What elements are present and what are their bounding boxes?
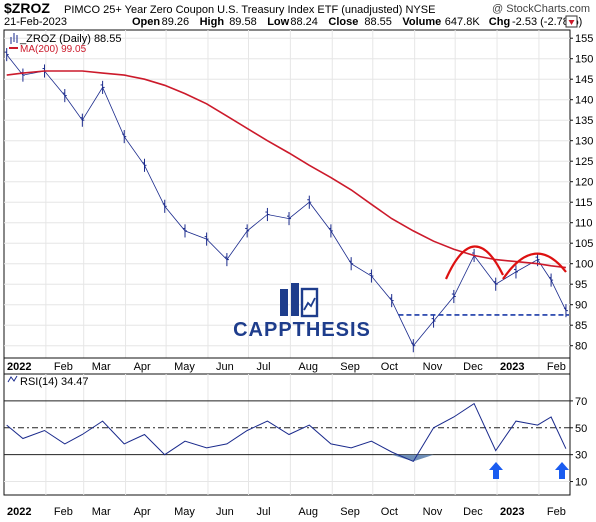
price-legend-label: _ZROZ (Daily) 88.55 bbox=[19, 33, 121, 45]
month-label: May bbox=[174, 361, 195, 373]
price-tick-label: 145 bbox=[575, 74, 593, 86]
rsi-tick-label: 30 bbox=[575, 450, 587, 462]
price-tick-label: 85 bbox=[575, 320, 587, 332]
month-label: Mar bbox=[92, 361, 111, 373]
rsi-panel-frame bbox=[3, 373, 571, 496]
ma-legend-label: MA(200) 99.05 bbox=[20, 44, 87, 55]
month-label: May bbox=[174, 506, 195, 518]
month-label: Apr bbox=[134, 506, 151, 518]
month-label: Feb bbox=[547, 361, 566, 373]
month-label: Jun bbox=[216, 361, 234, 373]
price-tick-label: 110 bbox=[575, 218, 593, 230]
month-axis-top: 2022 Feb Mar Apr May Jun Jul Aug Sep Oct Nov Dec 202… bbox=[3, 357, 571, 375]
quote-value: 89.58 bbox=[229, 16, 257, 28]
rsi-tick-label: 50 bbox=[575, 423, 587, 435]
month-label: Jul bbox=[257, 506, 271, 518]
ticker-symbol: $ZROZ bbox=[4, 0, 50, 16]
head-and-shoulders-annotation bbox=[444, 245, 567, 280]
price-tick-label: 150 bbox=[575, 54, 593, 66]
bar-chart-icon bbox=[10, 33, 18, 44]
month-label: Jun bbox=[216, 506, 234, 518]
price-tick-label: 125 bbox=[575, 156, 593, 168]
rsi-panel: 70 50 30 10 RSI(14) 34.47 bbox=[3, 373, 587, 496]
month-label: Sep bbox=[340, 361, 360, 373]
price-gridlines bbox=[4, 30, 570, 358]
price-tick-label: 105 bbox=[575, 238, 593, 250]
quote-label: Chg bbox=[489, 16, 510, 28]
month-label: Nov bbox=[423, 506, 443, 518]
rsi-line bbox=[6, 402, 567, 463]
cappthesis-logo: CAPPTHESIS bbox=[233, 283, 371, 341]
price-y-axis: 155 150 145 140 135 130 125 120 115 110 105 100 95 90… bbox=[570, 33, 593, 353]
price-panel: 155 150 145 140 135 130 125 120 115 110 105 100 95 90… bbox=[3, 29, 593, 359]
month-label: Oct bbox=[381, 361, 398, 373]
price-tick-label: 140 bbox=[575, 95, 593, 107]
rsi-tick-label: 10 bbox=[575, 477, 587, 489]
quote-label: Volume bbox=[402, 16, 441, 28]
chart-header: $ZROZ PIMCO 25+ Year Zero Coupon U.S. Tr… bbox=[4, 0, 590, 28]
rsi-legend-label: RSI(14) 34.47 bbox=[20, 376, 88, 388]
logo-text: CAPPTHESIS bbox=[233, 319, 371, 341]
quote-label: Close bbox=[328, 16, 358, 28]
price-tick-label: 95 bbox=[575, 279, 587, 291]
month-label: Aug bbox=[298, 361, 318, 373]
up-arrow-icon bbox=[489, 462, 569, 479]
month-label: Dec bbox=[463, 506, 483, 518]
quote-label: Low bbox=[267, 16, 289, 28]
price-tick-label: 155 bbox=[575, 33, 593, 45]
price-legend: _ZROZ (Daily) 88.55 MA(200) 99.05 bbox=[9, 33, 121, 55]
price-tick-label: 115 bbox=[575, 197, 593, 209]
right-hump-arc bbox=[502, 252, 567, 280]
month-label: 2023 bbox=[500, 361, 524, 373]
down-arrow-icon bbox=[565, 15, 578, 28]
quote-value: 88.24 bbox=[290, 16, 318, 28]
up-arrow-icon-1 bbox=[489, 462, 503, 479]
month-label: Mar bbox=[92, 506, 111, 518]
month-axis-bottom: 2022 Feb Mar Apr May Jun Jul Aug Sep Oct Nov Dec 202… bbox=[7, 506, 566, 518]
month-label: Sep bbox=[340, 506, 360, 518]
quote-value: 88.55 bbox=[364, 16, 392, 28]
rsi-gridlines bbox=[4, 374, 570, 495]
month-label: Feb bbox=[54, 506, 73, 518]
price-tick-label: 90 bbox=[575, 300, 587, 312]
month-label: Apr bbox=[134, 361, 151, 373]
quote-label: High bbox=[200, 16, 225, 28]
price-tick-label: 135 bbox=[575, 115, 593, 127]
month-label: Nov bbox=[423, 361, 443, 373]
month-label: Oct bbox=[381, 506, 398, 518]
price-tick-label: 130 bbox=[575, 136, 593, 148]
quote-label: Open bbox=[132, 16, 160, 28]
month-label: 2022 bbox=[7, 361, 31, 373]
rsi-tick-label: 70 bbox=[575, 396, 587, 408]
bar-chart-logo-icon bbox=[280, 283, 319, 318]
quote-value: -2.53 (-2.78%) bbox=[512, 16, 582, 28]
month-label: 2022 bbox=[7, 506, 31, 518]
month-label: Feb bbox=[547, 506, 566, 518]
month-label: Aug bbox=[298, 506, 318, 518]
stockcharts-watermark: @ StockCharts.com bbox=[492, 3, 590, 15]
quote-value: 89.26 bbox=[162, 16, 190, 28]
left-hump-arc bbox=[444, 245, 504, 280]
quote-date: 21-Feb-2023 bbox=[4, 16, 67, 28]
price-close-line bbox=[6, 54, 567, 347]
month-label: Feb bbox=[54, 361, 73, 373]
month-label: Dec bbox=[463, 361, 483, 373]
quote-value: 647.8K bbox=[445, 16, 481, 28]
month-label: 2023 bbox=[500, 506, 524, 518]
ticker-description: PIMCO 25+ Year Zero Coupon U.S. Treasury… bbox=[64, 4, 435, 16]
quote-row: Open 89.26 High 89.58 Low 88.24 Close 88.55 Volu… bbox=[132, 16, 582, 28]
rsi-series bbox=[6, 402, 567, 463]
price-tick-label: 120 bbox=[575, 177, 593, 189]
ma200-line bbox=[6, 70, 566, 269]
up-arrow-icon-2 bbox=[555, 462, 569, 479]
month-label: Jul bbox=[257, 361, 271, 373]
rsi-y-axis: 70 50 30 10 bbox=[570, 396, 587, 489]
price-tick-label: 100 bbox=[575, 259, 593, 271]
price-tick-label: 80 bbox=[575, 341, 587, 353]
rsi-legend-icon bbox=[7, 375, 18, 383]
